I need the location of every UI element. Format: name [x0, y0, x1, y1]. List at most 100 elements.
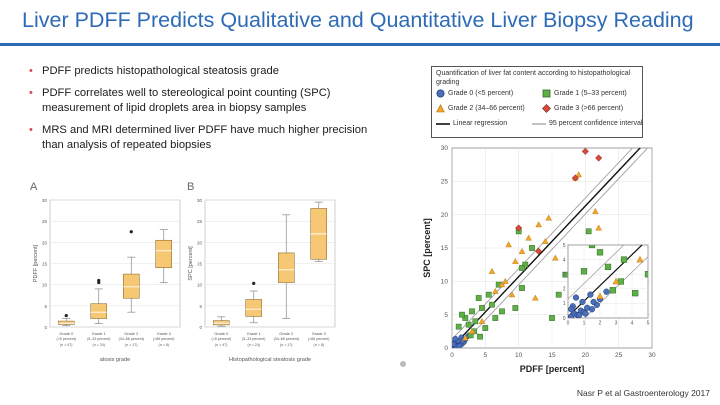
grade3-point	[571, 174, 579, 182]
inset-y-tick-label: 1	[563, 301, 566, 307]
grade2-point	[545, 214, 552, 221]
outlier-point	[252, 281, 256, 285]
category-range: (34–66 percent)	[274, 337, 299, 341]
y-tick-label: 10	[197, 283, 203, 288]
grade1-point	[475, 295, 482, 301]
inset-frame	[567, 244, 649, 319]
box-plot-b: 0 5 10 15 20 25 30 SPC [percent] Grade 0(<5 perc…	[188, 198, 336, 363]
grade0-point	[568, 306, 575, 313]
category-n: (n = 17)	[280, 343, 293, 347]
grade2-point	[525, 234, 532, 241]
gray-line-icon	[532, 122, 546, 125]
grade2-point	[596, 292, 604, 299]
inset-y-tick-label: 5	[563, 243, 566, 249]
grade1-point	[519, 285, 525, 291]
grade1-point	[455, 323, 462, 330]
grade3-point	[535, 247, 543, 255]
box-2	[278, 252, 295, 283]
legend-title: Quantification of liver fat content acco…	[436, 70, 631, 86]
grade1-point	[644, 271, 648, 278]
grade1-point	[522, 261, 529, 268]
grade0-point	[579, 298, 586, 306]
bullet-dot-icon: •	[29, 124, 33, 136]
grade0-point	[582, 310, 589, 317]
y-axis-label: PDFF [percent]	[33, 244, 39, 282]
legend-item-ci: 95 percent confidence interval	[532, 120, 642, 127]
bullet-list: • PDFF predicts histopathological steatos…	[28, 64, 378, 160]
x-axis-label: atosis grade	[100, 357, 130, 363]
title-underline	[0, 43, 720, 46]
category-label: Grade 2	[279, 331, 293, 336]
category-label: Grade 0	[59, 331, 74, 336]
grade1-point	[604, 263, 612, 271]
bullet-text: MRS and MRI determined liver PDFF have m…	[42, 124, 368, 151]
legend-label: Grade 1 (5–33 percent)	[554, 90, 627, 97]
y-tick-label: 15	[42, 262, 48, 267]
solid-line-icon	[436, 122, 450, 125]
grade1-point	[620, 256, 628, 263]
slide-nav-dot[interactable]	[400, 361, 406, 367]
grade1-point	[580, 268, 588, 275]
diamond-icon	[542, 104, 551, 113]
x-tick-label: 20	[582, 352, 590, 359]
grade2-point	[508, 291, 516, 298]
category-range: (>66 percent)	[308, 337, 329, 341]
grade1-point	[585, 228, 592, 235]
grade2-point	[575, 171, 582, 178]
grade1-point	[512, 305, 519, 311]
bullet-item: • MRS and MRI determined liver PDFF have …	[28, 123, 378, 153]
bullet-text: PDFF predicts histopathological steatosi…	[42, 65, 279, 77]
y-tick-label: 0	[199, 325, 202, 330]
x-tick-label: 30	[648, 352, 656, 359]
grade2-point	[552, 254, 559, 261]
box-3	[155, 239, 172, 268]
grade0-point	[603, 288, 610, 295]
outlier-point	[97, 278, 101, 283]
grade0-point	[590, 298, 597, 306]
y-tick-label: 30	[441, 145, 449, 152]
grade1-point	[479, 305, 485, 311]
inset-x-tick-label: 5	[647, 321, 650, 327]
ci-upper-line	[452, 148, 634, 340]
grade1-point	[596, 249, 604, 256]
grade1-point	[609, 287, 616, 294]
x-tick-label: 25	[615, 352, 623, 359]
panel-a-letter: A	[30, 181, 38, 193]
slide-title: Liver PDFF Predicts Qualitative and Quan…	[22, 8, 694, 32]
category-n: (n = 47)	[215, 343, 228, 347]
legend-item-g1: Grade 1 (5–33 percent)	[542, 89, 627, 98]
box-plot-a: 0 5 10 15 20 25 30 PDFF [percent] Grade 0(<5 per…	[33, 198, 181, 363]
grade1-point	[465, 321, 472, 328]
legend-label: Grade 0 (<5 percent)	[448, 90, 514, 97]
grade2-point	[612, 277, 620, 285]
inset-x-tick-label: 1	[583, 321, 586, 327]
scatter-legend: Quantification of liver fat content acco…	[431, 66, 643, 138]
grade2-point	[478, 317, 486, 324]
legend-label: Grade 2 (34–66 percent)	[448, 105, 525, 112]
legend-label: Grade 3 (>66 percent)	[554, 105, 624, 112]
legend-item-g3: Grade 3 (>66 percent)	[542, 104, 623, 113]
y-tick-label: 20	[441, 212, 449, 219]
ci-lower-line	[458, 148, 649, 348]
legend-label: 95 percent confidence interval	[549, 120, 643, 127]
square-icon	[542, 89, 551, 98]
category-n: (n = 24)	[248, 343, 261, 347]
y-tick-label: 30	[42, 198, 48, 203]
grade1-point	[499, 308, 505, 315]
category-range: (<5 percent)	[57, 337, 76, 341]
grade1-point	[549, 315, 555, 321]
bullet-text: PDFF correlates well to stereological po…	[42, 87, 331, 114]
grade2-point	[592, 207, 599, 214]
category-label: Grade 3	[312, 331, 326, 336]
y-tick-label: 0	[444, 345, 448, 352]
y-tick-label: 0	[44, 325, 47, 330]
y-tick-label: 25	[197, 219, 203, 224]
category-range: (5–33 percent)	[242, 337, 265, 341]
category-label: Grade 2	[124, 331, 138, 336]
x-axis-label: Histopathological steatosis grade	[229, 357, 311, 363]
grade1-point	[519, 265, 525, 271]
y-tick-label: 10	[441, 279, 449, 286]
x-tick-label: 5	[484, 352, 488, 359]
inset-y-tick-label: 0	[563, 316, 566, 322]
y-tick-label: 20	[197, 240, 203, 245]
